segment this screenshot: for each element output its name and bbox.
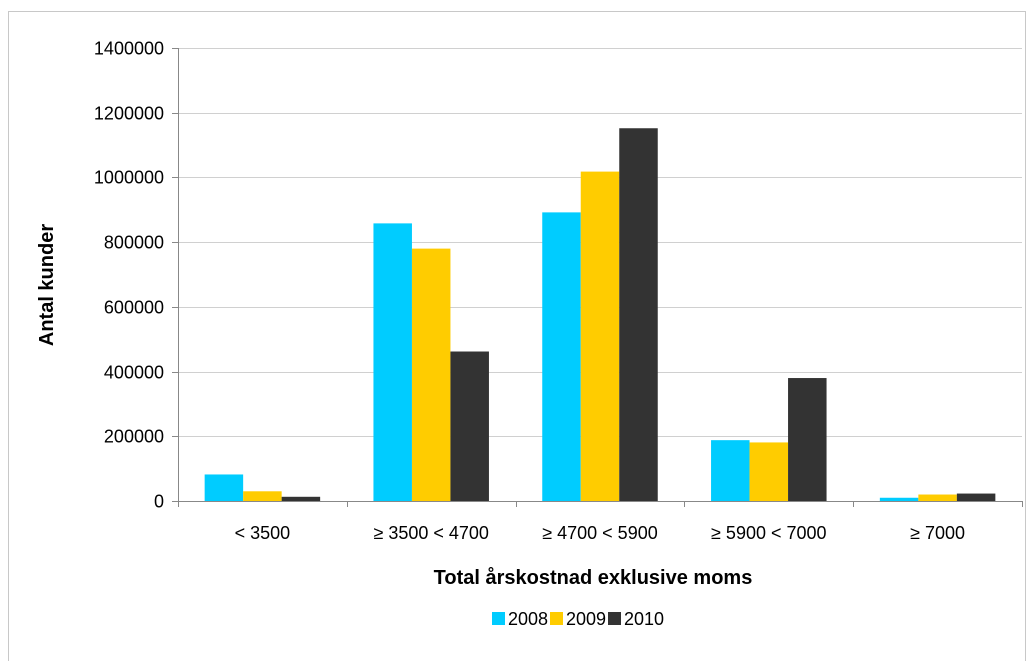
bar-2010: [450, 351, 489, 501]
x-tick-label: ≥ 5900 < 7000: [711, 523, 826, 543]
axes: [172, 48, 1023, 507]
x-axis-title: Total årskostnad exklusive moms: [434, 566, 753, 589]
bar-2008: [204, 474, 244, 501]
x-axis-tick-labels: < 3500 ≥ 3500 < 4700 ≥ 4700 < 5900 ≥ 5900 <…: [235, 523, 965, 543]
y-tick-label: 600000: [104, 298, 164, 318]
legend-swatch-2009: [550, 612, 563, 625]
x-tick-label: ≥ 4700 < 5900: [542, 523, 657, 543]
y-axis-title: Antal kunder: [36, 224, 58, 346]
bar-2008: [373, 223, 412, 501]
y-tick-label: 0: [154, 492, 164, 512]
x-tick-label: ≥ 7000: [910, 523, 965, 543]
legend-label-2008: 2008: [508, 609, 548, 629]
bar-2010: [619, 128, 658, 501]
y-tick-label: 1200000: [94, 104, 164, 124]
bar-2008: [542, 212, 581, 502]
bar-2010: [281, 496, 321, 501]
bar-2009: [749, 442, 789, 501]
bar-2009: [580, 171, 620, 501]
bar-2010: [788, 378, 827, 501]
bar-2010: [956, 493, 996, 501]
bar-2009: [411, 248, 451, 501]
chart-area: [8, 11, 1026, 661]
legend-label-2010: 2010: [624, 609, 664, 629]
legend-label-2009: 2009: [566, 609, 606, 629]
legend: 2008 2009 2010: [492, 609, 664, 629]
y-tick-label: 1000000: [94, 168, 164, 188]
bar-2008: [879, 497, 919, 501]
y-tick-label: 1400000: [94, 39, 164, 59]
y-axis-tick-labels: 0 200000 400000 600000 800000 1000000 1200000 1…: [94, 39, 164, 512]
y-tick-label: 400000: [104, 363, 164, 383]
y-tick-label: 200000: [104, 427, 164, 447]
bars: [204, 128, 996, 502]
x-tick-label: < 3500: [235, 523, 291, 543]
bar-2009: [918, 494, 957, 501]
x-tick-label: ≥ 3500 < 4700: [373, 523, 488, 543]
bar-2008: [711, 440, 750, 501]
bar-2009: [243, 491, 282, 501]
legend-swatch-2010: [608, 612, 621, 625]
y-tick-label: 800000: [104, 233, 164, 253]
legend-swatch-2008: [492, 612, 505, 625]
